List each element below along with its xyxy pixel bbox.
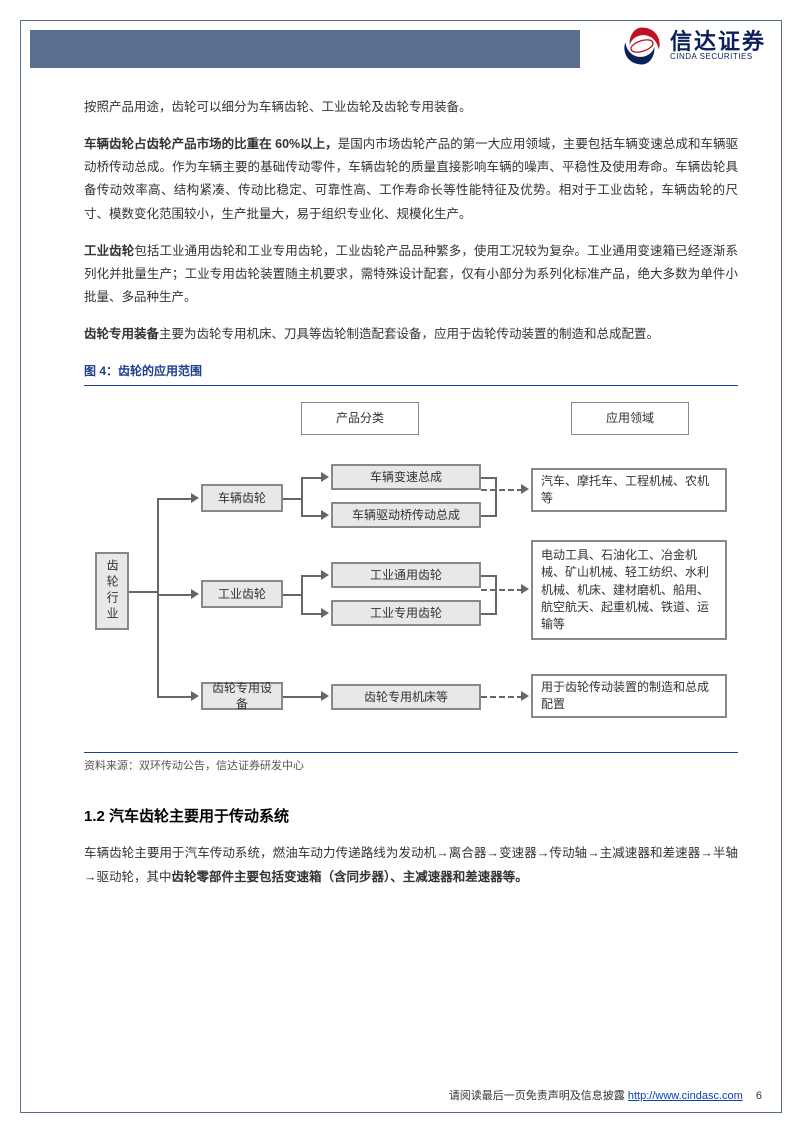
p3-rest: 包括工业通用齿轮和工业专用齿轮，工业齿轮产品品种繁多，使用工况较为复杂。工业通用… [84,244,738,304]
flowchart: 产品分类 应用领域 齿轮行业 车辆齿轮 工业齿轮 齿轮专用设备 车辆变速总成 车… [91,392,731,746]
conn [301,477,323,479]
app-vehicle: 汽车、摩托车、工程机械、农机等 [531,468,727,512]
paragraph-industrial: 工业齿轮包括工业通用齿轮和工业专用齿轮，工业齿轮产品品种繁多，使用工况较为复杂。… [84,240,738,309]
arrow-icon [521,584,529,594]
conn [481,515,497,517]
node-industrial-c1: 工业通用齿轮 [331,562,481,588]
conn-dash [481,489,523,491]
paragraph-vehicle: 车辆齿轮占齿轮产品市场的比重在 60%以上，是国内市场齿轮产品的第一大应用领域，… [84,133,738,226]
conn [157,696,193,698]
arrow-icon [321,472,329,482]
conn [157,498,159,696]
p4-rest: 主要为齿轮专用机床、刀具等齿轮制造配套设备，应用于齿轮传动装置的制造和总成配置。 [159,327,659,341]
node-equipment: 齿轮专用设备 [201,682,283,710]
arrow-icon [521,691,529,701]
arrow-icon [521,484,529,494]
conn [283,594,301,596]
conn [301,575,323,577]
paragraph-equipment: 齿轮专用装备主要为齿轮专用机床、刀具等齿轮制造配套设备，应用于齿轮传动装置的制造… [84,323,738,346]
logo-text-cn: 信达证券 [670,30,766,53]
arrow-icon [321,570,329,580]
paragraph-intro: 按照产品用途，齿轮可以细分为车辆齿轮、工业齿轮及齿轮专用装备。 [84,96,738,119]
arrow-icon [321,691,329,701]
arrow-icon [191,493,199,503]
p2-bold: 车辆齿轮占齿轮产品市场的比重在 60%以上， [84,137,338,151]
company-logo: 信达证券 CINDA SECURITIES [620,24,766,68]
arrow-icon [191,589,199,599]
node-vehicle-c1: 车辆变速总成 [331,464,481,490]
conn [301,575,303,613]
figure-source: 资料来源：双环传动公告，信达证券研发中心 [84,752,738,776]
conn [495,575,497,613]
node-vehicle: 车辆齿轮 [201,484,283,512]
section-title: 1.2 汽车齿轮主要用于传动系统 [84,803,738,831]
conn [283,696,323,698]
figure-title: 图 4：齿轮的应用范围 [84,360,738,386]
main-content: 按照产品用途，齿轮可以细分为车辆齿轮、工业齿轮及齿轮专用装备。 车辆齿轮占齿轮产… [84,96,738,903]
conn-dash [481,696,523,698]
paragraph-transmission: 车辆齿轮主要用于汽车传动系统，燃油车动力传递路线为发动机→离合器→变速器→传动轴… [84,842,738,888]
logo-text-en: CINDA SECURITIES [670,53,766,61]
conn [481,575,497,577]
node-industrial: 工业齿轮 [201,580,283,608]
p3-bold: 工业齿轮 [84,244,134,258]
col-label-apps: 应用领域 [571,402,689,434]
conn [301,477,303,515]
p4-bold: 齿轮专用装备 [84,327,159,341]
node-equipment-c1: 齿轮专用机床等 [331,684,481,710]
conn [495,477,497,515]
conn [157,594,193,596]
conn [283,498,301,500]
arrow-icon [321,510,329,520]
app-industrial: 电动工具、石油化工、冶金机械、矿山机械、轻工纺织、水利机械、机床、建材磨机、船用… [531,540,727,640]
footer-disclaimer: 请阅读最后一页免责声明及信息披露 [449,1090,625,1102]
arrow-icon [321,608,329,618]
conn [481,613,497,615]
conn [481,477,497,479]
conn [129,591,157,593]
conn [157,498,193,500]
app-equipment: 用于齿轮传动装置的制造和总成配置 [531,674,727,718]
arrow-icon [191,691,199,701]
conn-dash [481,589,523,591]
p5-bold: 齿轮零部件主要包括变速箱（含同步器）、主减速器和差速器等。 [172,870,528,884]
conn [301,613,323,615]
node-industrial-c2: 工业专用齿轮 [331,600,481,626]
page-number: 6 [756,1090,762,1102]
node-vehicle-c2: 车辆驱动桥传动总成 [331,502,481,528]
footer: 请阅读最后一页免责声明及信息披露 http://www.cindasc.com … [449,1087,762,1103]
logo-swirl-icon [620,24,664,68]
header-bar [30,30,580,68]
footer-url[interactable]: http://www.cindasc.com [628,1090,743,1102]
col-label-products: 产品分类 [301,402,419,434]
node-root: 齿轮行业 [95,552,129,630]
conn [301,515,323,517]
